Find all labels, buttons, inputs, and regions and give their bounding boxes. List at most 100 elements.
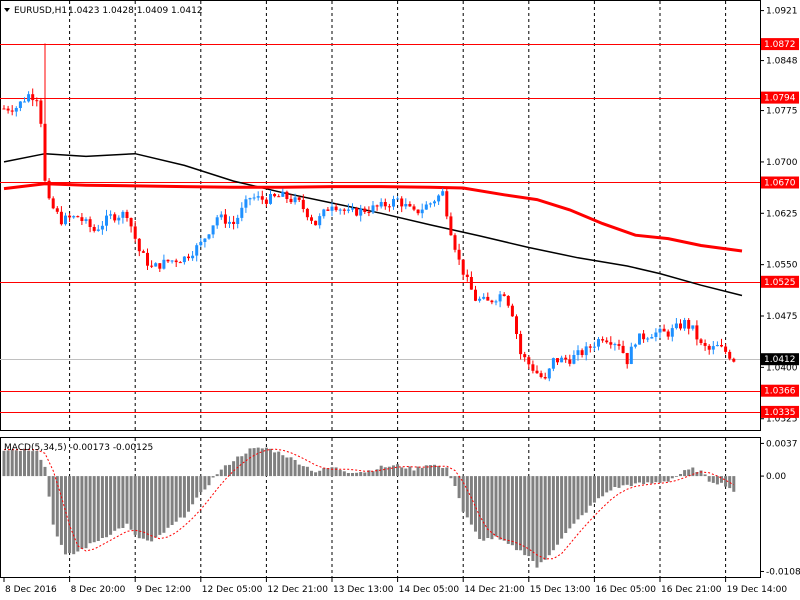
macd-bar [408, 466, 412, 477]
macd-bar [588, 476, 592, 506]
candle-body [27, 94, 31, 102]
macd-bar [68, 476, 72, 554]
price-levels [0, 44, 760, 413]
candle-body [326, 209, 330, 211]
candle-body [211, 225, 215, 235]
candle-body [519, 334, 523, 355]
candle-body [252, 197, 256, 199]
level-tag-label: 1.0335 [764, 408, 796, 418]
macd-bar [92, 476, 96, 543]
candle-body [264, 199, 268, 204]
macd-bar [363, 472, 367, 477]
candle-body [269, 194, 272, 204]
candle-body [133, 226, 137, 239]
macd-bar [342, 471, 346, 477]
macd-bar [35, 450, 39, 477]
price-axis: 1.0921 1.0848 1.0775 1.0700 1.0625 1.0550 1.04… [760, 7, 798, 425]
macd-bar [236, 456, 240, 477]
macd-bar [355, 472, 359, 477]
macd-bar [609, 476, 613, 491]
macd-bar [474, 476, 477, 532]
macd-bar [256, 447, 260, 476]
macd-bar [338, 470, 342, 477]
candle-body [64, 215, 67, 225]
time-label: 8 Dec 2016 [5, 585, 57, 595]
candle-body [556, 358, 559, 363]
candle-body [100, 225, 104, 230]
macd-bar [18, 451, 22, 477]
candle-body [117, 217, 121, 221]
macd-bar [55, 476, 59, 537]
macd-bar [105, 476, 108, 538]
candle-body [363, 208, 367, 212]
candle-body [625, 353, 629, 365]
time-label: 19 Dec 14:00 [727, 585, 788, 595]
candle-body [6, 108, 10, 111]
candle-body [404, 204, 408, 207]
price-tick-label: 1.0700 [766, 158, 798, 168]
level-tag [761, 176, 799, 189]
macd-bar [498, 476, 502, 540]
candle-body [633, 344, 637, 347]
candle-body [699, 339, 703, 343]
macd-bar [683, 470, 687, 477]
macd-bar [51, 476, 55, 525]
macd-bar [305, 466, 309, 477]
candle-body [482, 296, 486, 299]
macd-bar [248, 448, 252, 477]
candle-body [68, 215, 72, 218]
macd-bar [141, 476, 145, 539]
candle-body [564, 357, 568, 360]
candle-body [166, 259, 170, 262]
symbol-dropdown-icon[interactable] [4, 8, 10, 12]
macd-bar [728, 476, 732, 489]
price-tick-label: 1.0325 [766, 415, 798, 425]
macd-bar [318, 470, 322, 477]
macd-bar [207, 476, 211, 486]
candle-body [150, 265, 154, 267]
price-tick-label: 1.0400 [766, 363, 798, 373]
macd-bar [720, 476, 723, 483]
candle-body [305, 208, 309, 218]
macd-bar [592, 476, 596, 503]
symbol-label[interactable]: EURUSD,H1 [14, 6, 67, 16]
macd-bar [715, 476, 719, 485]
macd-bar [502, 476, 506, 541]
macd-bar [359, 472, 363, 477]
macd-bar [674, 476, 678, 477]
candle-body [703, 343, 707, 346]
macd-bar [654, 476, 658, 483]
time-label: 14 Dec 21:00 [464, 585, 525, 595]
macd-bar [433, 464, 436, 477]
macd-bar [260, 448, 264, 477]
macd-bar [687, 469, 691, 477]
candle-body [449, 216, 453, 236]
macd-bar [273, 452, 277, 477]
macd-bar [703, 474, 707, 477]
macd-bar [449, 476, 453, 479]
candle-body [584, 346, 588, 356]
candle-body [240, 207, 244, 218]
macd-bar [289, 457, 293, 477]
macd-bar [240, 456, 244, 477]
candle-body [695, 325, 699, 340]
macd-bar [59, 476, 63, 545]
macd-bar [515, 476, 518, 551]
macd-bar [195, 476, 199, 498]
macd-bar [416, 466, 420, 477]
candle-body [293, 197, 297, 203]
macd-bar [629, 476, 633, 487]
macd-signal-path [4, 448, 735, 560]
candle-body [510, 305, 514, 317]
macd-bar [584, 476, 588, 513]
macd-bar [547, 476, 551, 556]
time-label: 12 Dec 05:00 [202, 585, 263, 595]
level-tag [761, 384, 799, 397]
macd-bar [211, 476, 215, 478]
level-tag [761, 91, 799, 104]
candle-body [568, 359, 572, 364]
candle-body [330, 206, 334, 211]
macd-bar [396, 464, 400, 477]
macd-bar [174, 476, 178, 522]
time-label: 16 Dec 05:00 [595, 585, 656, 595]
